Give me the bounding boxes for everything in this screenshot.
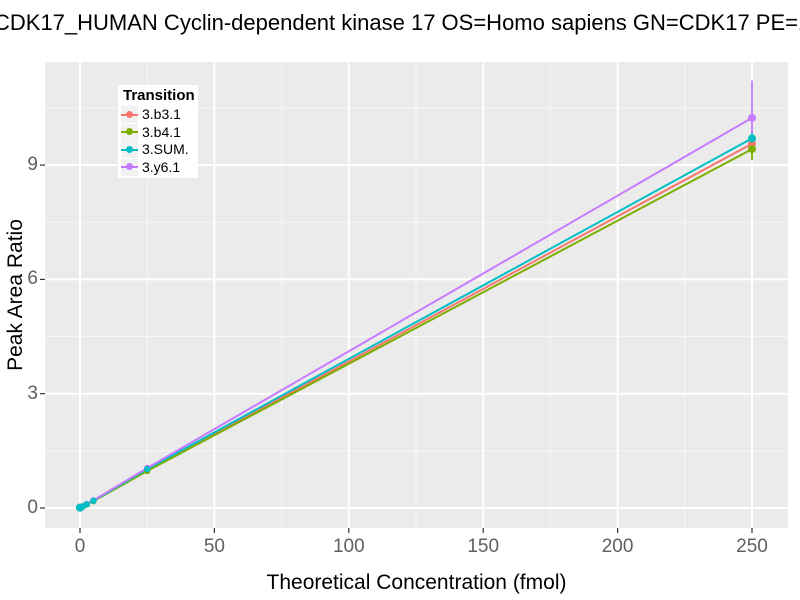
series-point-icon <box>126 128 133 135</box>
series-point-icon <box>126 110 133 118</box>
y-tick-label: 0 <box>27 497 38 518</box>
data-point <box>748 145 756 154</box>
legend-item: 3.b3.1 <box>118 106 198 123</box>
legend: Transition 3.b3.1 3.b4.1 3.SUM. <box>118 85 198 178</box>
x-tick-label: 150 <box>467 536 500 557</box>
data-point <box>90 497 97 504</box>
legend-label: 3.b4.1 <box>142 123 181 140</box>
legend-key <box>121 158 138 176</box>
data-point <box>144 465 151 473</box>
legend-key <box>121 106 138 123</box>
x-tick-label: 200 <box>601 536 634 557</box>
legend-label: 3.SUM. <box>142 141 189 157</box>
x-tick-label: 50 <box>203 536 225 557</box>
y-axis-title: Peak Area Ratio <box>4 219 27 371</box>
data-point <box>83 500 90 508</box>
data-point <box>748 134 756 143</box>
legend-key <box>121 123 138 141</box>
y-tick-label: 6 <box>27 268 38 290</box>
plot-title: CDK17_HUMAN Cyclin-dependent kinase 17 O… <box>0 10 800 35</box>
legend-title: Transition <box>123 87 195 104</box>
legend-item: 3.b4.1 <box>118 123 198 141</box>
x-axis-title: Theoretical Concentration (fmol) <box>266 571 567 594</box>
legend-label: 3.y6.1 <box>142 158 181 175</box>
legend-label: 3.b3.1 <box>142 106 181 122</box>
data-point <box>748 113 756 122</box>
x-tick-label: 100 <box>332 536 365 557</box>
series-point-icon <box>126 145 133 153</box>
y-tick-label: 3 <box>27 382 38 404</box>
x-tick-label: 0 <box>74 536 86 557</box>
series-point-icon <box>126 163 133 170</box>
legend-key <box>121 141 138 158</box>
legend-item: 3.y6.1 <box>118 158 198 176</box>
legend-item: 3.SUM. <box>118 141 198 158</box>
x-tick-label: 250 <box>736 536 768 557</box>
y-tick-label: 9 <box>27 154 38 176</box>
